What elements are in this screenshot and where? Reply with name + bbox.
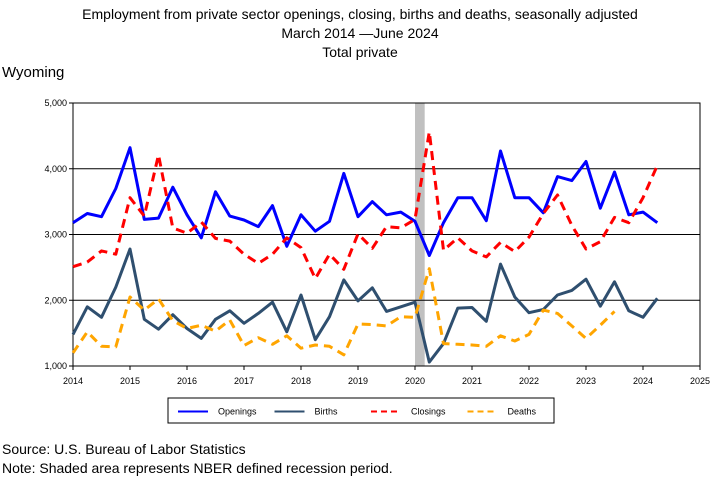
legend-label-deaths: Deaths: [508, 407, 537, 417]
chart-subtitle-industry: Total private: [322, 44, 398, 60]
chart-subtitle-period: March 2014 —June 2024: [281, 25, 439, 41]
series-line-deaths: [71, 267, 616, 357]
source-note: Source: U.S. Bureau of Labor Statistics: [2, 441, 246, 457]
x-tick-label: 2025: [690, 376, 710, 386]
x-tick-label: 2020: [405, 376, 425, 386]
legend-label-closings: Closings: [411, 407, 446, 417]
y-tick-label: 1,000: [44, 361, 67, 371]
y-tick-label: 4,000: [44, 164, 67, 174]
plot-frame: [72, 102, 701, 367]
y-tick-label: 3,000: [44, 230, 67, 240]
x-tick-label: 2018: [291, 376, 311, 386]
x-tick-label: 2023: [576, 376, 596, 386]
x-tick-label: 2021: [462, 376, 482, 386]
recession-note: Note: Shaded area represents NBER define…: [2, 460, 393, 476]
x-tick-label: 2015: [120, 376, 140, 386]
x-tick-label: 2014: [63, 376, 83, 386]
y-tick-label: 2,000: [44, 295, 67, 305]
legend-label-births: Births: [315, 407, 339, 417]
x-tick-label: 2016: [177, 376, 197, 386]
y-tick-label: 5,000: [44, 98, 67, 108]
x-tick-label: 2019: [348, 376, 368, 386]
region-label: Wyoming: [2, 64, 65, 81]
series-line-closings: [72, 130, 659, 281]
x-tick-label: 2022: [519, 376, 539, 386]
legend-label-openings: Openings: [218, 407, 257, 417]
x-tick-label: 2024: [633, 376, 653, 386]
x-tick-label: 2017: [234, 376, 254, 386]
series-line-openings: [72, 146, 659, 257]
series-line-births: [71, 247, 659, 364]
chart-title: Employment from private sector openings,…: [82, 6, 638, 22]
